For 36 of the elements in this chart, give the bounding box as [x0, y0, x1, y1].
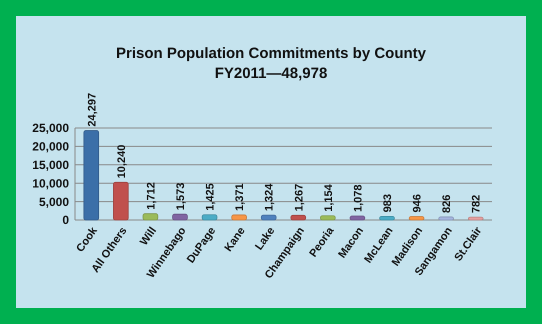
- y-tick-label: 25,000: [32, 121, 70, 136]
- bar: [408, 216, 424, 220]
- bar: [83, 130, 100, 220]
- data-label: 782: [470, 194, 483, 214]
- chart-title: Prison Population Commitments by County: [116, 45, 427, 62]
- y-tick-label: 20,000: [32, 140, 70, 154]
- chart-subtitle: FY2011—48,978: [214, 65, 328, 82]
- bar: [350, 216, 366, 220]
- bar: [260, 214, 277, 220]
- data-label: 1,371: [234, 183, 246, 211]
- y-tick-label: 0: [62, 213, 70, 228]
- bar: [172, 214, 188, 220]
- y-tick-label: 15,000: [32, 158, 70, 172]
- bar: [202, 214, 218, 220]
- data-label: 10,240: [116, 144, 128, 178]
- data-label: 1,267: [293, 184, 306, 212]
- y-tick-label: 5,000: [38, 194, 70, 209]
- data-label: 24,297: [86, 92, 98, 127]
- bar: [142, 213, 158, 220]
- data-label: 1,078: [352, 184, 364, 212]
- bar: [290, 214, 306, 220]
- bar: [379, 216, 395, 220]
- data-label: 946: [412, 194, 424, 213]
- data-label: 1,324: [264, 182, 276, 212]
- bar: [320, 215, 336, 220]
- data-label: 1,573: [174, 182, 187, 210]
- bar: [438, 216, 454, 220]
- bar: [231, 214, 247, 220]
- data-label: 826: [441, 194, 454, 213]
- data-label: 1,154: [322, 183, 335, 212]
- y-tick-label: 10,000: [32, 176, 70, 190]
- data-label: 983: [382, 194, 394, 212]
- bar: [468, 216, 484, 220]
- bar: [113, 182, 129, 220]
- data-label: 1,425: [204, 183, 217, 211]
- data-label: 1,712: [145, 182, 158, 210]
